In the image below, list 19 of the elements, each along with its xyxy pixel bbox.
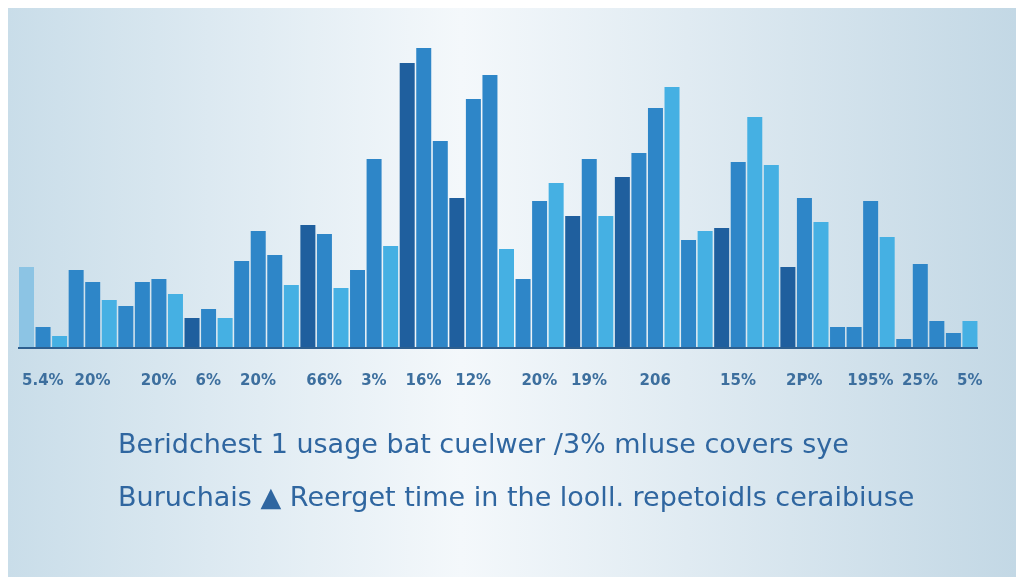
x-tick-label: 6% bbox=[195, 370, 222, 389]
x-tick-label: 12% bbox=[455, 370, 492, 389]
text: Buruchais ▲ Reerget time in the looll. repetoidls ceraibiuse bbox=[118, 481, 916, 512]
x-tick-label: 5% bbox=[956, 370, 983, 389]
x-tick-label: 16% bbox=[405, 370, 442, 389]
x-tick-label: 66% bbox=[306, 370, 343, 389]
text: Beridchest 1 usage bat cuelwer /3% mluse covers sye bbox=[118, 428, 850, 459]
x-tick-label: 20% bbox=[521, 370, 558, 389]
x-tick-label: 20% bbox=[74, 370, 111, 389]
x-tick-label: 206 bbox=[639, 370, 671, 389]
x-tick-label: 19% bbox=[571, 370, 607, 389]
x-tick-label: 3% bbox=[361, 370, 387, 389]
x-tick-label: 195% bbox=[847, 370, 894, 389]
x-tick-label: 25% bbox=[902, 370, 939, 389]
x-tick-label: 20% bbox=[140, 370, 177, 389]
x-tick-label: 20% bbox=[240, 370, 276, 389]
x-tick-label: 2P% bbox=[785, 370, 823, 389]
x-tick-label: 5.4% bbox=[22, 370, 64, 389]
x-tick-label: 15% bbox=[720, 370, 756, 389]
